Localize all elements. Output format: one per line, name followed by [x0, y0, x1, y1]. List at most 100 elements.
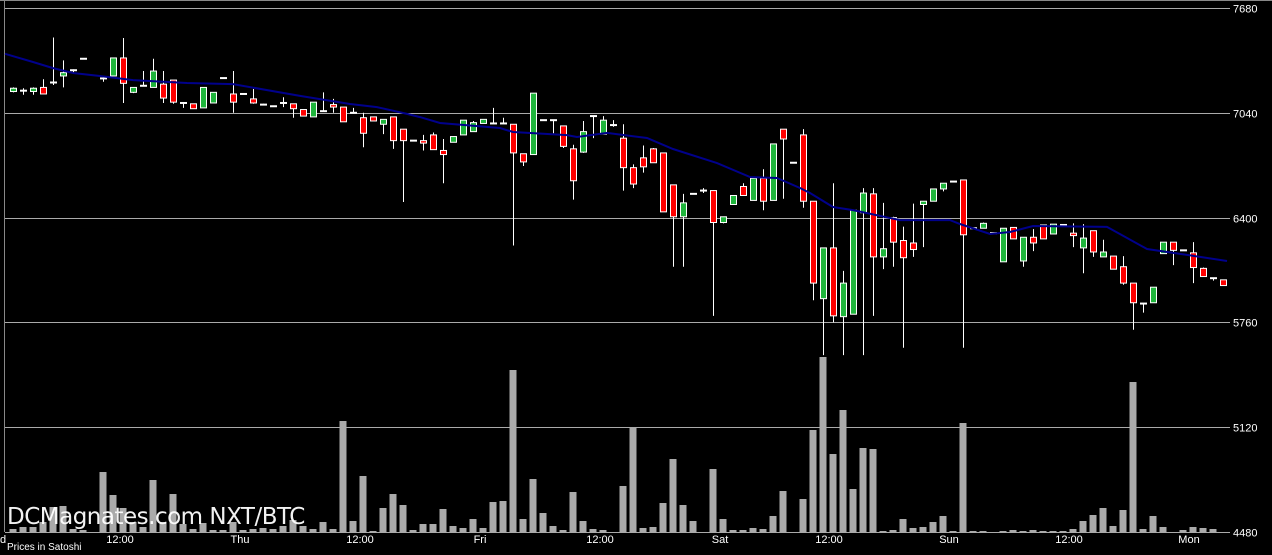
volume-bar — [819, 357, 827, 532]
x-axis: ed 12:00 Thu 12:00 Fri 12:00 Sat 12:00 Sun 12:00 M… — [0, 534, 1200, 546]
candle — [230, 71, 237, 113]
candle-body-down — [620, 137, 627, 169]
candle — [1100, 239, 1107, 258]
candle-body-down — [190, 103, 197, 110]
volume-bar — [159, 522, 167, 532]
candle-body-down — [900, 240, 907, 259]
candle-body-down — [400, 128, 407, 142]
volume-bar — [589, 529, 597, 532]
volume-bar — [709, 469, 717, 532]
volume-bar — [759, 529, 767, 532]
candle-body-down — [1040, 224, 1047, 240]
candle — [180, 101, 187, 108]
candle-body-up — [460, 119, 467, 136]
volume-bar — [889, 530, 897, 532]
candle — [760, 169, 767, 211]
candle — [490, 107, 497, 125]
volume-bar — [419, 524, 427, 532]
candle-body-up — [880, 248, 887, 258]
candle-body-down — [1220, 279, 1227, 287]
candle — [480, 118, 487, 124]
candle-body-down — [1110, 255, 1117, 270]
volume-bar — [1039, 531, 1047, 532]
volume-bar — [669, 459, 677, 532]
candle-body-down — [370, 116, 377, 122]
candle-body-down — [1200, 267, 1207, 278]
volume-bar — [59, 506, 67, 532]
volume-bar — [379, 508, 387, 532]
y-tick-label: 4480 — [1233, 528, 1257, 540]
candle — [190, 103, 197, 110]
volume-bar — [1209, 529, 1217, 532]
volume-bar — [639, 528, 647, 532]
volume-bar — [809, 430, 817, 532]
volume-bar — [569, 492, 577, 532]
candle — [1110, 255, 1117, 270]
candle — [800, 129, 807, 208]
candle-body-up — [600, 119, 607, 135]
candle — [1130, 282, 1137, 330]
volume-bar — [859, 448, 867, 532]
candle — [40, 79, 47, 95]
candle-body-down — [810, 200, 817, 284]
candle — [730, 194, 737, 205]
candle-body-up — [480, 118, 487, 124]
volume-bar — [1079, 521, 1087, 532]
y-tick-label: 6400 — [1233, 214, 1257, 226]
chart-frame — [0, 0, 1272, 532]
volume-bar — [849, 489, 857, 532]
candle — [280, 97, 287, 108]
candle-body-up — [130, 86, 137, 93]
volume-bar — [349, 521, 357, 532]
candle-body-down — [570, 148, 577, 182]
candle — [820, 247, 827, 356]
volume-bar — [1189, 527, 1197, 532]
candle-body-up — [150, 70, 157, 88]
volume-bar — [879, 531, 887, 532]
candle — [400, 128, 407, 203]
volume-bar — [489, 502, 497, 532]
volume-bar — [689, 521, 697, 532]
candle-body-up — [940, 182, 947, 190]
volume-bar — [79, 530, 87, 532]
candle-body-down — [560, 125, 567, 147]
candle — [780, 128, 787, 199]
candle-body-up — [200, 86, 207, 109]
candle — [110, 57, 117, 77]
volume-bar — [749, 528, 757, 532]
volume-bar — [659, 503, 667, 532]
candle-body-down — [1090, 230, 1097, 253]
candle-body-down — [360, 117, 367, 134]
volume-bar — [929, 522, 937, 532]
volume-bar — [189, 529, 197, 532]
candle-body-down — [960, 179, 967, 236]
candle — [1120, 256, 1127, 285]
candle-body-up — [1080, 237, 1087, 249]
x-tick-label: 12:00 — [346, 534, 374, 546]
volume-bar — [499, 501, 507, 532]
candle-body-up — [1160, 241, 1167, 255]
candle-body-down — [760, 177, 767, 202]
candle-body-up — [1100, 251, 1107, 258]
candle-body-up — [470, 122, 477, 133]
candle-body-down — [660, 152, 667, 213]
x-tick-label: Thu — [231, 534, 250, 546]
volume-bar — [539, 513, 547, 532]
candle-body-down — [390, 116, 397, 142]
candle-body-down — [1070, 232, 1077, 237]
candle — [870, 188, 877, 316]
candle-body-up — [450, 136, 457, 143]
volume-bar — [29, 527, 37, 532]
volume-bar — [179, 524, 187, 532]
candle — [1150, 286, 1157, 304]
volume-bar — [39, 522, 47, 532]
volume-bar — [99, 472, 107, 532]
candle — [650, 148, 657, 164]
candle-body-down — [910, 242, 917, 251]
volume-bar — [309, 529, 317, 532]
candle-body-up — [820, 247, 827, 300]
candle — [20, 88, 27, 95]
candle-body-down — [250, 98, 257, 104]
volume-bar — [939, 516, 947, 532]
candle-body-down — [440, 149, 447, 156]
